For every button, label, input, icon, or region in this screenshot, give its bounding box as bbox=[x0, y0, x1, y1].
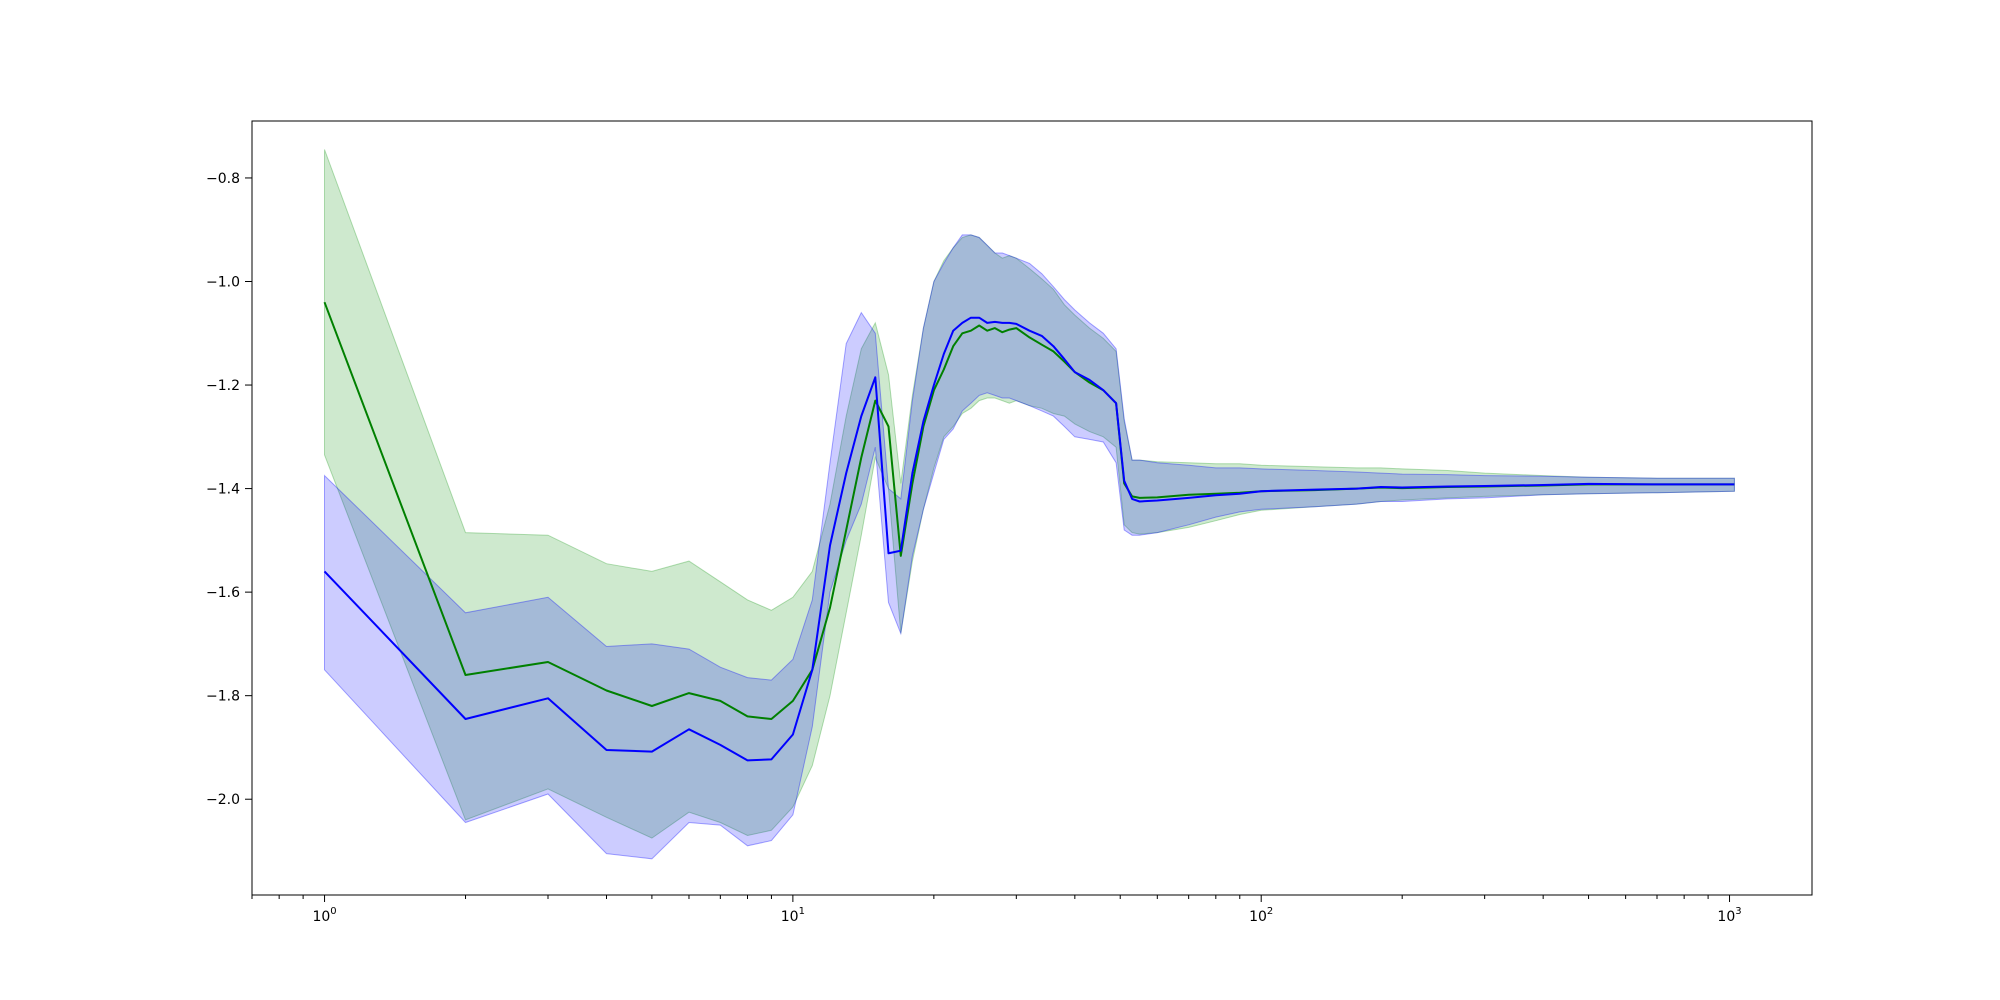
y-tick-label: −1.2 bbox=[206, 378, 240, 394]
x-axis: 100 101 102 103 bbox=[251, 895, 1742, 925]
x-tick-label: 100 bbox=[312, 906, 336, 925]
y-tick-label: −1.4 bbox=[206, 482, 240, 498]
x-tick-label: 103 bbox=[1717, 906, 1741, 925]
y-tick-label: −2.0 bbox=[206, 792, 240, 808]
confidence-bands bbox=[324, 149, 1735, 860]
x-tick-label: 101 bbox=[781, 906, 805, 925]
series-1-band bbox=[324, 149, 1735, 839]
series-2-band bbox=[324, 234, 1735, 860]
y-tick-label: −0.8 bbox=[206, 171, 240, 187]
y-tick-label: −1.6 bbox=[206, 585, 240, 601]
y-tick-label: −1.8 bbox=[206, 689, 240, 705]
plot-area-frame bbox=[251, 120, 1813, 896]
x-tick-label: 102 bbox=[1249, 906, 1273, 925]
series-lines bbox=[323, 301, 1735, 762]
series-2-line bbox=[323, 316, 1735, 762]
y-axis: −0.8 −1.0 −1.2 −1.4 −1.6 −1.8 −2.0 bbox=[206, 171, 252, 808]
y-tick-label: −1.0 bbox=[206, 274, 240, 290]
